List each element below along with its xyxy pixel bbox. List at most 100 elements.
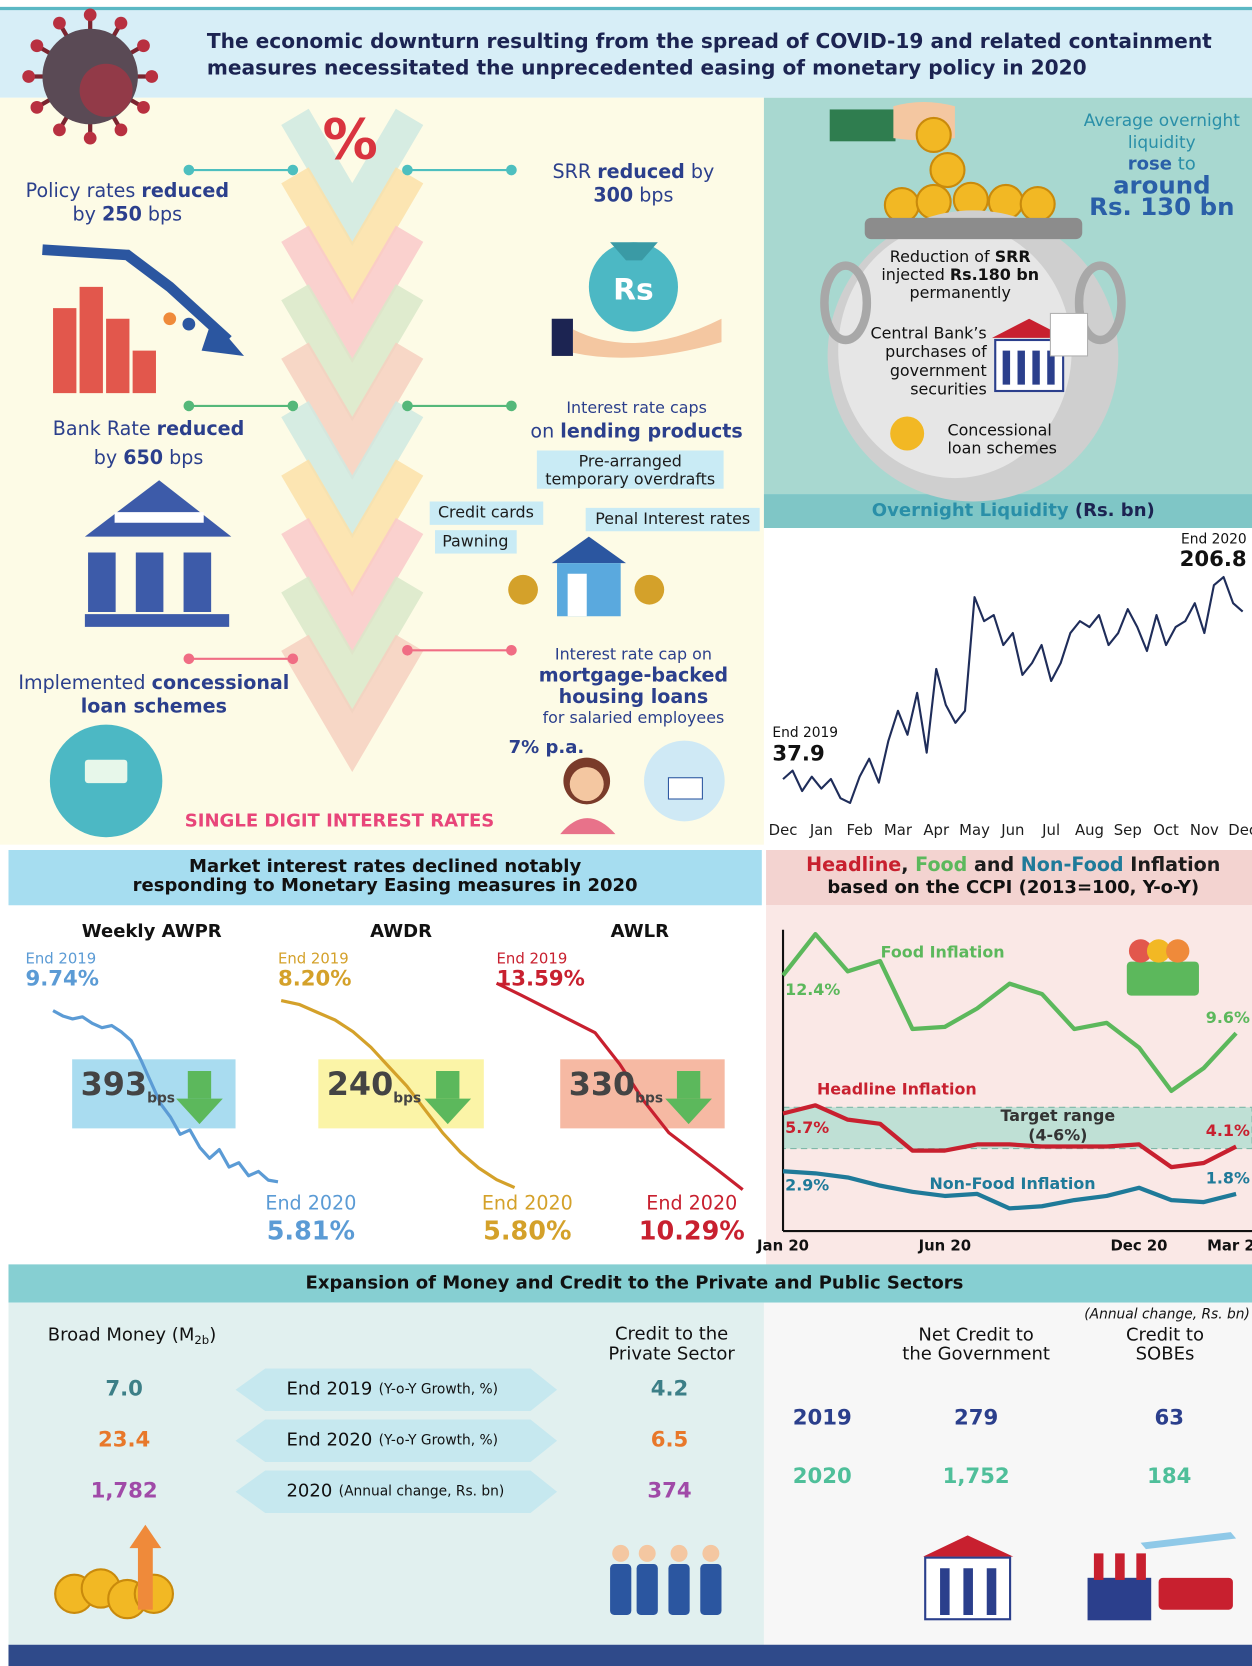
pot-text: purchases of <box>885 342 987 361</box>
icon-person-body <box>700 1564 721 1615</box>
icon-bar <box>80 287 103 393</box>
icon-growth-arrow <box>138 1546 153 1610</box>
icon-glyph: Rs <box>613 273 654 308</box>
icon-coin-hand <box>890 417 924 451</box>
chart-title: Weekly AWPR <box>82 921 222 942</box>
annotation: End 2019 <box>278 949 349 967</box>
decline-arrow-stem <box>436 1071 459 1099</box>
measure-text: SRR reduced by <box>553 160 715 183</box>
text-segment: mortgage-backed <box>539 663 728 686</box>
icon-building-column <box>1018 351 1025 385</box>
annotation: End 2019 <box>772 725 838 741</box>
data-label: 12.4% <box>785 980 840 999</box>
row-label: 2020(Annual change, Rs. bn) <box>286 1481 504 1502</box>
icon-bank-base <box>85 614 229 627</box>
measure-text: housing loans <box>559 684 709 707</box>
x-tick-label: Feb <box>846 821 872 839</box>
chart-title: AWDR <box>370 921 432 942</box>
virus-spike-tip <box>137 39 150 52</box>
series-label: Non-Food Inflation <box>929 1174 1095 1193</box>
icon-bank-roof-inner <box>115 512 204 523</box>
text-segment: lending products <box>560 419 743 442</box>
icon-money-sack <box>634 575 664 605</box>
data-label: 13.59% <box>497 967 585 992</box>
icon-person <box>163 312 176 325</box>
icon-truck <box>1159 1578 1233 1610</box>
text-segment: 250 <box>102 202 142 225</box>
chart-title: Overnight Liquidity (Rs. bn) <box>872 500 1155 521</box>
x-tick-label: Dec <box>769 821 798 839</box>
connector-dot <box>288 401 299 412</box>
text-segment: 240 <box>327 1065 393 1103</box>
banner: SINGLE DIGIT INTEREST RATES <box>185 810 494 831</box>
column-header: Credit to the <box>615 1323 728 1344</box>
data-label: 5.81% <box>267 1216 355 1246</box>
table-value: 6.5 <box>651 1428 689 1453</box>
text-segment: 330 <box>569 1065 635 1103</box>
icon-building-column <box>1003 351 1010 385</box>
icon-bank-column <box>963 1568 973 1615</box>
text-segment: Central Bank’s <box>871 323 987 342</box>
measure-text: 300 bps <box>593 183 673 206</box>
table-value: 23.4 <box>98 1428 150 1453</box>
text-segment: 650 <box>123 445 163 468</box>
x-tick-label: Nov <box>1190 821 1219 839</box>
icon-coin <box>917 118 951 152</box>
icon-person <box>182 318 195 331</box>
data-label: 8.20% <box>278 967 352 992</box>
measure-text: on lending products <box>530 419 742 442</box>
text-segment: Overnight Liquidity <box>872 500 1069 521</box>
header-title: measures necessitated the unprecedented … <box>207 56 1087 80</box>
icon-chimney <box>1136 1553 1146 1580</box>
icon-building-column <box>1032 351 1039 385</box>
pot-text: securities <box>910 379 987 398</box>
virus-spike-tip <box>53 17 66 30</box>
measure-text: loan schemes <box>81 694 227 717</box>
text-segment: Interest rate cap on <box>555 644 712 663</box>
text-segment: (Rs. bn) <box>1069 500 1155 521</box>
annotation: End 2019 <box>25 949 96 967</box>
icon-person-head <box>639 1545 656 1562</box>
column-header: Broad Money (M2b) <box>48 1325 217 1347</box>
connector-dot <box>506 401 517 412</box>
header-title: The economic downturn resulting from the… <box>207 29 1212 53</box>
liquidity-headline: Average overnight <box>1084 111 1241 131</box>
connector-dot <box>184 401 195 412</box>
row-label: 2020 <box>793 1464 852 1489</box>
data-label: 9.6% <box>1206 1008 1250 1027</box>
row-label: End 2019(Y-o-Y Growth, %) <box>286 1379 498 1400</box>
annotation: End 2020 <box>482 1191 573 1214</box>
text-segment: by <box>73 202 102 225</box>
text-segment: Headline <box>806 852 901 875</box>
liquidity-headline: liquidity <box>1128 133 1196 153</box>
icon-house-door <box>568 574 587 617</box>
virus-spike-tip <box>31 101 44 114</box>
text-segment: bps <box>147 1091 175 1107</box>
connector-dot <box>184 165 195 176</box>
connector-dot <box>506 165 517 176</box>
series-label: Headline Inflation <box>817 1080 977 1099</box>
page-body: { "header": {"title": ["The economic dow… <box>0 0 1252 1666</box>
x-tick-label: Dec 20 <box>1110 1236 1167 1254</box>
icon-person-head <box>702 1545 719 1562</box>
virus-spike-tip <box>84 9 97 22</box>
x-tick-label: Jun <box>1000 821 1024 839</box>
data-label: 10.29% <box>639 1216 745 1246</box>
decline-arrow-stem <box>677 1071 700 1099</box>
measure-text: for salaried employees <box>543 708 725 727</box>
text-segment: government <box>890 360 987 379</box>
unit-note: (Annual change, Rs. bn) <box>1084 1306 1250 1322</box>
column-header: Net Credit to <box>918 1325 1033 1346</box>
connector-dot <box>402 645 413 656</box>
row-label: End 2020(Y-o-Y Growth, %) <box>286 1430 498 1451</box>
icon-produce <box>1166 939 1189 962</box>
data-label: 206.8 <box>1180 547 1247 572</box>
data-label: 2.9% <box>785 1176 829 1195</box>
icon-pot-rim <box>865 218 1083 239</box>
text-segment: securities <box>910 379 987 398</box>
text-segment: 2020 <box>286 1481 332 1502</box>
table-value: 63 <box>1154 1405 1184 1430</box>
text-segment: , <box>901 852 915 875</box>
icon-chimney <box>1094 1553 1104 1580</box>
measure-text: mortgage-backed <box>539 663 728 686</box>
